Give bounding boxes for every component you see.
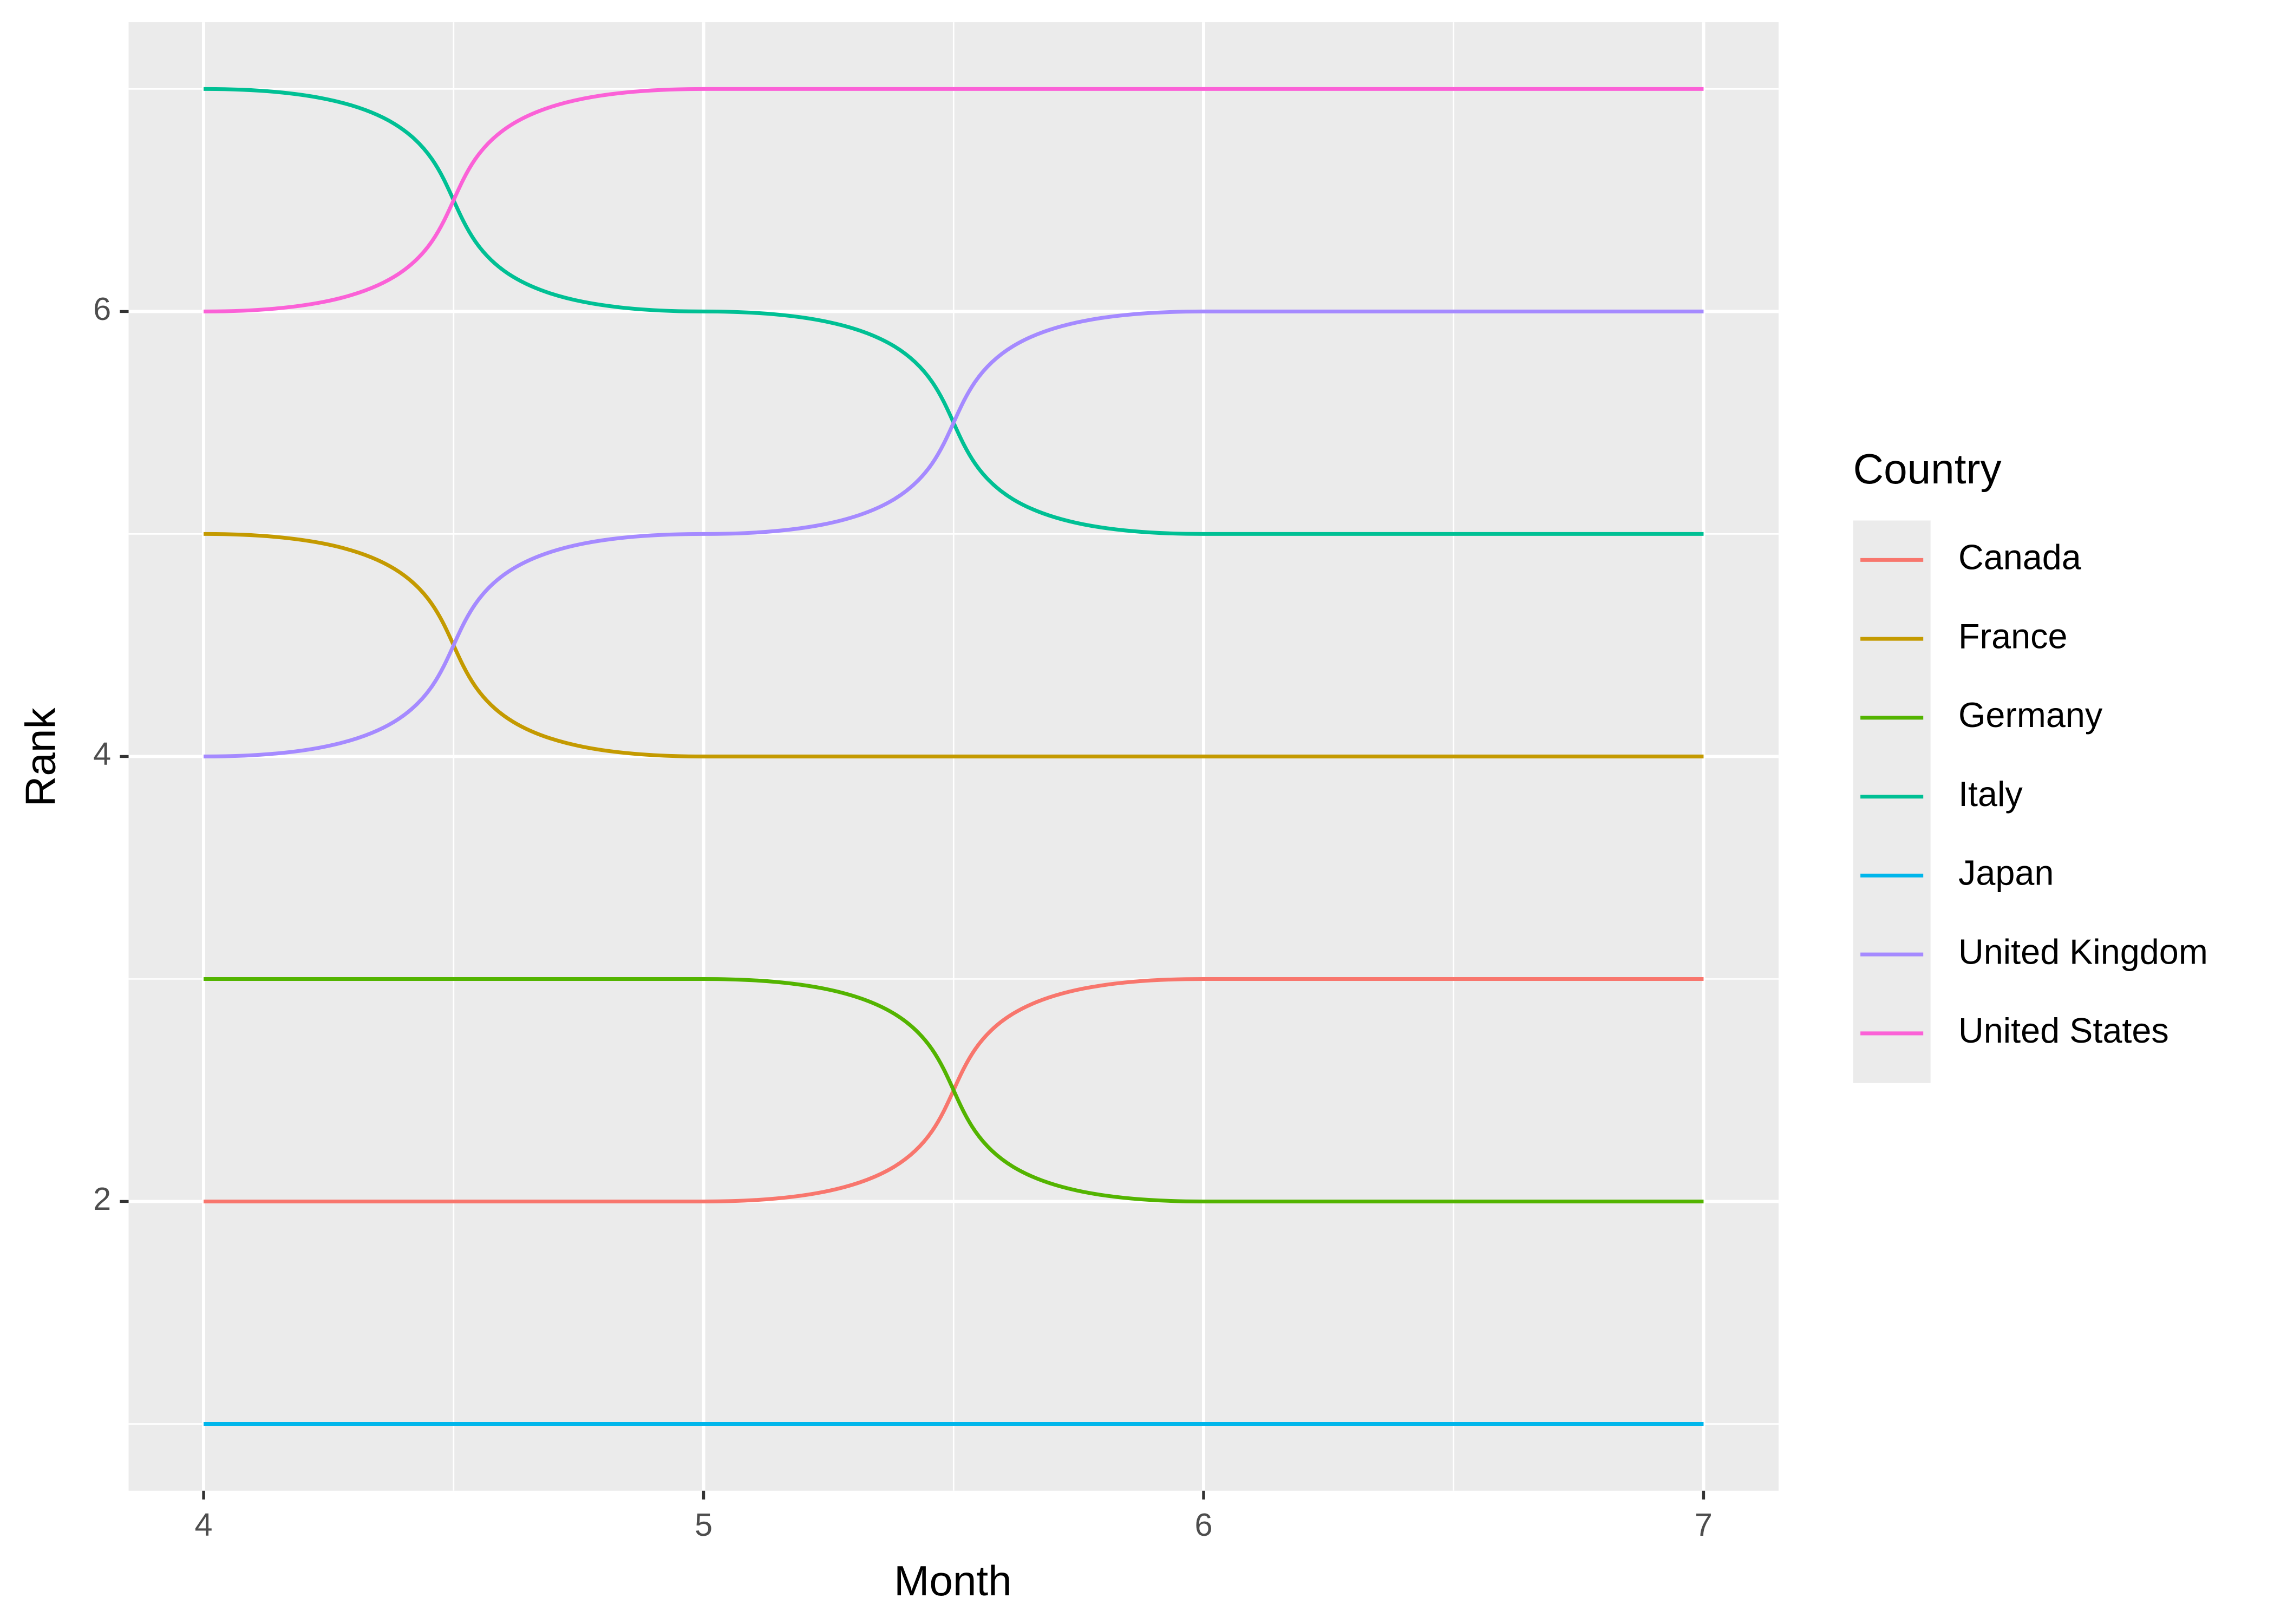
series-line [204,309,1704,758]
x-tick-label: 6 [1194,1507,1212,1543]
legend-label: Japan [1958,853,2054,893]
x-tick-label: 4 [195,1507,213,1543]
legend-label: Canada [1958,537,2082,577]
legend-label: United States [1958,1011,2169,1050]
y-tick-label: 4 [93,736,111,772]
series-line [204,977,1704,1203]
legend: Country Canada France Germany Italy Japan Unit… [1853,445,2208,1083]
legend-label: United Kingdom [1958,932,2208,971]
lines [204,87,1704,1426]
y-tick-label: 2 [93,1181,111,1217]
y-axis-title: Rank [17,708,64,807]
legend-title: Country [1853,445,2002,493]
series-line [204,87,1704,313]
legend-label: Germany [1958,695,2103,735]
axes: 2 4 6 4 5 6 7 [93,291,1713,1543]
x-tick-label: 5 [695,1507,713,1543]
legend-key-background [1853,520,1931,1083]
y-tick-label: 6 [93,291,111,327]
x-tick-label: 7 [1695,1507,1713,1543]
legend-label: France [1958,616,2068,656]
x-axis-title: Month [894,1557,1012,1605]
legend-label: Italy [1958,774,2023,814]
series-line [204,532,1704,758]
